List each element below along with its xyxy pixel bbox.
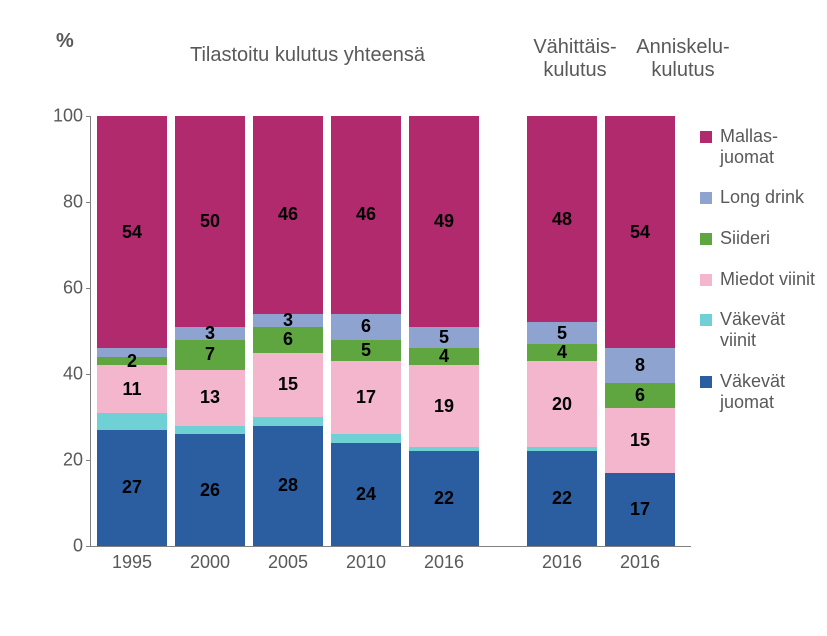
legend-label: Miedot viinit (720, 269, 815, 290)
bar-segment: 24 (331, 443, 401, 546)
x-tick-label: 1995 (112, 552, 152, 573)
bar-segment: 4 (409, 348, 479, 365)
legend-swatch (700, 274, 712, 286)
x-tick-label: 2016 (424, 552, 464, 573)
x-tick-label: 2016 (542, 552, 582, 573)
bar-segment (253, 417, 323, 426)
plot-area: 0204060801005421127199550371326200046361… (90, 116, 691, 547)
chart-container: % Tilastoitu kulutus yhteensä Vähittäis-… (50, 30, 810, 610)
legend-swatch (700, 314, 712, 326)
x-tick-label: 2005 (268, 552, 308, 573)
y-tick-label: 100 (43, 106, 83, 127)
bar-segment: 48 (527, 116, 597, 322)
legend-swatch (700, 233, 712, 245)
stacked-bar: 54861517 (605, 116, 675, 546)
bar-segment (175, 426, 245, 435)
bar-segment (331, 434, 401, 443)
stacked-bar: 49541922 (409, 116, 479, 546)
y-tick-label: 80 (43, 192, 83, 213)
bar-segment: 2 (97, 357, 167, 366)
bar-segment: 6 (605, 383, 675, 409)
legend: Mallas-juomat Long drink Siideri Miedot vii… (700, 126, 827, 432)
bar-segment: 22 (527, 451, 597, 546)
group-title-1: Tilastoitu kulutus yhteensä (190, 44, 425, 67)
stacked-bar: 466517 24 (331, 116, 401, 546)
legend-item: Mallas-juomat (700, 126, 827, 167)
bar-segment: 5 (409, 327, 479, 349)
bar-segment: 46 (253, 116, 323, 314)
bar-segment: 3 (253, 314, 323, 327)
bar-segment: 6 (253, 327, 323, 353)
bar-segment: 15 (253, 353, 323, 418)
bar-segment: 22 (409, 451, 479, 546)
bar-segment: 6 (331, 314, 401, 340)
group-title-2-line1: Vähittäis- (533, 36, 616, 58)
y-tick-label: 0 (43, 536, 83, 557)
group-title-3-line1: Anniskelu- (636, 36, 729, 58)
legend-label: Siideri (720, 228, 770, 249)
bar-segment: 27 (97, 430, 167, 546)
x-tick-label: 2016 (620, 552, 660, 573)
legend-label: Long drink (720, 187, 804, 208)
group-title-3: Anniskelu- kulutus (628, 36, 738, 82)
y-axis-symbol: % (56, 30, 74, 53)
bar-segment: 5 (331, 340, 401, 362)
legend-item: Väkevätviinit (700, 309, 827, 350)
bar-segment (97, 413, 167, 430)
y-tick-mark (86, 288, 91, 289)
bar-segment: 13 (175, 370, 245, 426)
x-tick-label: 2010 (346, 552, 386, 573)
bar-segment: 54 (97, 116, 167, 348)
legend-swatch (700, 131, 712, 143)
bar-segment: 28 (253, 426, 323, 546)
bar-segment: 54 (605, 116, 675, 348)
stacked-bar: 463615 28 (253, 116, 323, 546)
legend-item: Miedot viinit (700, 269, 827, 290)
y-tick-label: 60 (43, 278, 83, 299)
y-tick-mark (86, 374, 91, 375)
y-tick-mark (86, 116, 91, 117)
bar-segment: 5 (527, 322, 597, 344)
chart-titles: Tilastoitu kulutus yhteensä Vähittäis- k… (110, 36, 810, 96)
legend-label: Väkevätjuomat (720, 371, 785, 412)
bar-segment: 49 (409, 116, 479, 327)
bar-segment: 17 (331, 361, 401, 434)
bar-segment: 3 (175, 327, 245, 340)
bar-segment: 50 (175, 116, 245, 327)
legend-item: Väkevätjuomat (700, 371, 827, 412)
bar-segment: 11 (97, 365, 167, 412)
group-title-2: Vähittäis- kulutus (525, 36, 625, 82)
legend-label: Väkevätviinit (720, 309, 785, 350)
legend-item: Long drink (700, 187, 827, 208)
bar-segment: 8 (605, 348, 675, 382)
group-title-3-line2: kulutus (651, 59, 714, 81)
y-tick-mark (86, 202, 91, 203)
bar-segment: 20 (527, 361, 597, 447)
y-tick-label: 40 (43, 364, 83, 385)
bar-segment: 17 (605, 473, 675, 546)
bar-segment: 46 (331, 116, 401, 314)
stacked-bar: 54 211 27 (97, 116, 167, 546)
stacked-bar: 503713 26 (175, 116, 245, 546)
bar-segment: 15 (605, 408, 675, 473)
legend-swatch (700, 376, 712, 388)
y-tick-label: 20 (43, 450, 83, 471)
legend-label: Mallas-juomat (720, 126, 778, 167)
legend-swatch (700, 192, 712, 204)
bar-segment: 19 (409, 365, 479, 447)
group-title-2-line2: kulutus (543, 59, 606, 81)
y-tick-mark (86, 460, 91, 461)
stacked-bar: 48542022 (527, 116, 597, 546)
x-tick-label: 2000 (190, 552, 230, 573)
bar-segment: 4 (527, 344, 597, 361)
y-tick-mark (86, 546, 91, 547)
legend-item: Siideri (700, 228, 827, 249)
bar-segment: 7 (175, 340, 245, 370)
bar-segment: 26 (175, 434, 245, 546)
